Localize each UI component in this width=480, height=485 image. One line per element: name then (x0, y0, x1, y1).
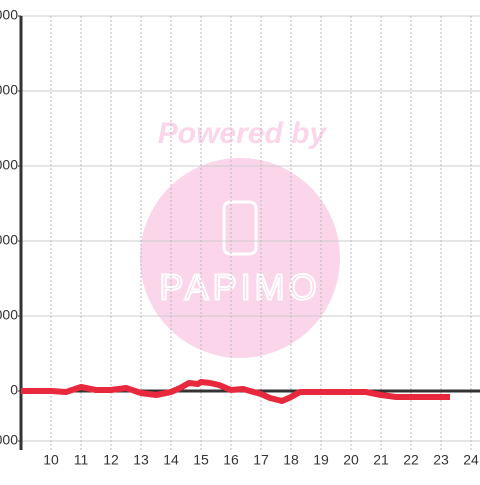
watermark-circle (140, 158, 340, 358)
x-tick-label: 13 (133, 452, 149, 468)
x-tick-label: 23 (433, 452, 449, 468)
x-tick-label: 24 (463, 452, 479, 468)
y-tick-label: 90,000 (0, 157, 18, 173)
y-tick-label: 120,000 (0, 82, 18, 98)
watermark-phone (222, 200, 258, 256)
x-tick-label: 10 (43, 452, 59, 468)
watermark-logo: PAPIMO (159, 267, 320, 308)
x-tick-label: 15 (193, 452, 209, 468)
x-tick-label: 22 (403, 452, 419, 468)
y-tick-label: 0 (10, 382, 18, 398)
x-tick-label: 18 (283, 452, 299, 468)
watermark-caption: Powered by (158, 117, 328, 150)
x-tick-label: 19 (313, 452, 329, 468)
x-tick-label: 14 (163, 452, 179, 468)
y-tick-label: -20,000 (0, 432, 18, 448)
x-tick-label: 16 (223, 452, 239, 468)
x-tick-label: 11 (74, 452, 89, 468)
y-tick-label: 60,000 (0, 232, 18, 248)
y-tick-label: 150,000 (0, 7, 18, 23)
y-tick-label: 30,000 (0, 307, 18, 323)
x-tick-label: 20 (343, 452, 359, 468)
x-tick-label: 12 (103, 452, 119, 468)
x-tick-label: 17 (253, 452, 269, 468)
x-tick-label: 21 (373, 452, 389, 468)
data-line (21, 379, 450, 404)
